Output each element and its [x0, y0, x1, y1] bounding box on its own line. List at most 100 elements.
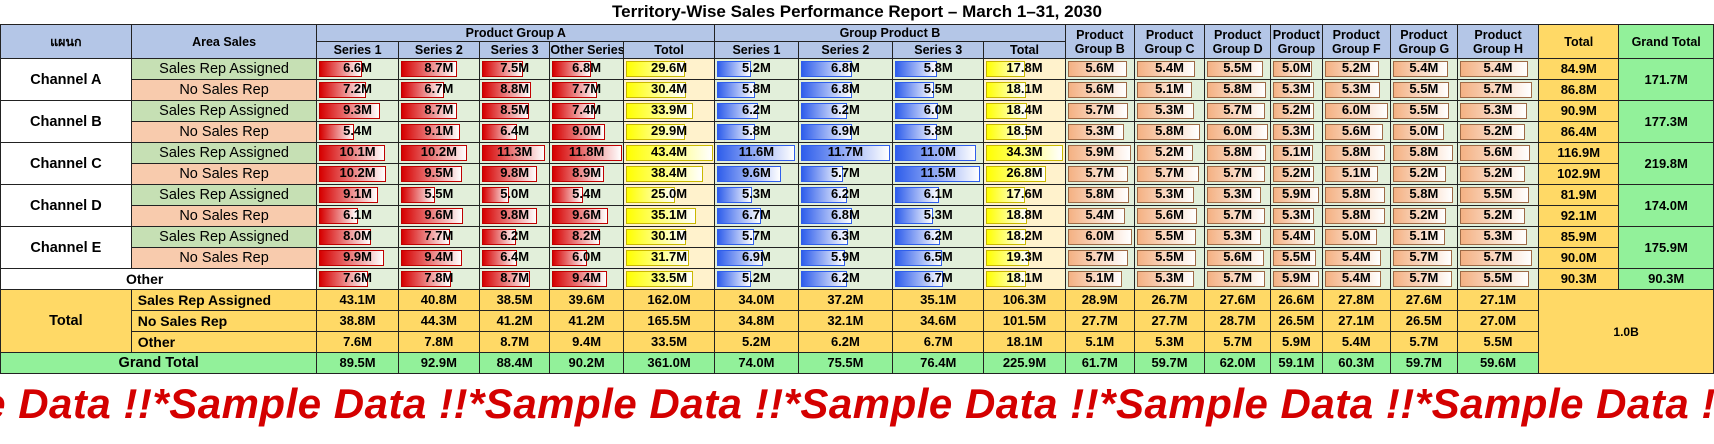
group-a-value: 6.0M — [549, 247, 624, 269]
grand-total-value: 89.5M — [316, 352, 399, 374]
product-group-value-cell: 5.7M — [1206, 270, 1270, 289]
product-group-value-bar — [1273, 208, 1315, 224]
group-b-value-value: 6.2M — [830, 186, 860, 201]
product-group-value: 5.2M — [1321, 58, 1391, 80]
group-b-value: 5.3M — [892, 205, 985, 227]
group-a-total-bar — [625, 103, 694, 119]
header-group-product-b: Group Product B — [714, 24, 1066, 42]
group-b-value-cell: 6.8M — [799, 207, 891, 226]
group-b-value-value: 11.7M — [827, 144, 864, 159]
product-group-value-bar — [1392, 145, 1453, 161]
header-product-group-a: Product Group A — [316, 24, 716, 42]
group-a-value-cell: 8.2M — [551, 228, 623, 247]
group-a-value-value: 7.4M — [572, 102, 602, 117]
group-b-total-value: 26.8M — [1006, 165, 1043, 180]
table-row: Channel B Sales Rep Assigned 9.3M 8.7M 8.5M 7… — [0, 100, 1714, 143]
header-area-sales: Area Sales — [130, 24, 318, 59]
group-b-value-value: 5.2M — [741, 270, 771, 285]
product-group-value-bar — [1324, 103, 1388, 119]
group-b-value-bar — [717, 103, 758, 119]
product-group-value-value: 6.0M — [1085, 228, 1115, 243]
header-department: แผนก — [0, 24, 132, 59]
group-a-value: 5.0M — [478, 184, 551, 206]
product-group-value-bar — [1392, 229, 1446, 245]
product-group-value-bar — [1207, 208, 1265, 224]
product-group-value-bar — [1324, 229, 1377, 245]
product-group-value-bar — [1324, 208, 1386, 224]
product-group-value-cell: 5.0M — [1272, 60, 1322, 79]
total-value: 7.8M — [397, 331, 481, 353]
product-group-value-value: 5.8M — [1155, 123, 1184, 138]
product-group-value-cell: 5.5M — [1391, 102, 1456, 121]
group-a-value: 8.7M — [397, 58, 481, 80]
product-group-value-bar — [1136, 166, 1199, 182]
product-group-value-value: 5.4M — [1341, 249, 1371, 264]
product-group-value-bar — [1459, 208, 1526, 224]
group-b-value-bar — [895, 124, 937, 140]
product-group-value-value: 5.3M — [1223, 228, 1253, 243]
product-group-value-value: 5.3M — [1155, 270, 1184, 285]
product-group-value-cell: 5.6M — [1066, 60, 1133, 79]
product-group-value-cell: 6.0M — [1206, 123, 1270, 142]
total-value: 5.1M — [1064, 331, 1135, 353]
product-group-value-cell: 5.3M — [1458, 102, 1537, 121]
group-a-value-cell: 11.3M — [481, 144, 549, 163]
group-a-total-bar — [625, 229, 686, 245]
group-a-value-value: 6.4M — [500, 249, 530, 264]
product-group-value-bar — [1324, 271, 1382, 287]
group-a-value-bar — [552, 103, 596, 119]
product-group-value: 5.4M — [1321, 247, 1391, 269]
group-a-total-bar — [625, 250, 689, 266]
product-group-value-cell: 5.6M — [1206, 249, 1270, 268]
product-group-value-cell: 5.0M — [1323, 228, 1389, 247]
group-a-value-value: 7.5M — [500, 60, 530, 75]
product-group-value-bar — [1207, 82, 1266, 98]
group-a-total-value: 29.9M — [650, 123, 688, 138]
group-a-value-bar — [552, 145, 622, 161]
product-group-value: 5.5M — [1389, 79, 1458, 101]
product-group-value: 5.3M — [1133, 268, 1206, 290]
group-a-value: 9.4M — [397, 247, 481, 269]
product-group-value-bar — [1459, 250, 1532, 266]
channel-grand-total: 174.0M — [1618, 184, 1714, 227]
group-b-total-bar — [986, 145, 1064, 161]
group-a-value: 7.5M — [478, 58, 551, 80]
group-b-value-value: 6.2M — [741, 102, 771, 117]
total-value: 38.5M — [478, 289, 551, 311]
group-a-value-cell: 8.9M — [551, 165, 623, 184]
product-group-value: 5.8M — [1321, 205, 1391, 227]
group-a-value: 10.2M — [397, 142, 481, 164]
product-group-value: 5.8M — [1389, 184, 1458, 206]
product-group-value: 5.6M — [1064, 58, 1135, 80]
group-b-total-bar — [986, 187, 1025, 203]
group-a-value: 10.1M — [316, 142, 399, 164]
group-b-total: 19.3M — [983, 247, 1066, 269]
product-group-value: 5.9M — [1270, 268, 1323, 290]
group-b-total-bar — [986, 166, 1046, 182]
group-b-total: 18.8M — [983, 205, 1066, 227]
header-b-series-3: Series 3 — [892, 41, 985, 59]
total-value: 34.6M — [892, 310, 985, 332]
product-group-value-value: 5.0M — [1281, 60, 1311, 75]
product-group-value: 5.7M — [1456, 247, 1540, 269]
product-group-value-value: 5.2M — [1409, 165, 1439, 180]
group-b-value-value: 5.2M — [741, 60, 771, 75]
group-a-value: 8.9M — [549, 163, 624, 185]
group-b-value: 5.7M — [714, 226, 799, 248]
product-group-value-bar — [1067, 271, 1122, 287]
product-group-value-value: 5.1M — [1409, 228, 1439, 243]
group-a-value-bar — [552, 166, 605, 182]
group-a-value-bar — [319, 124, 354, 140]
product-group-value-value: 5.7M — [1085, 165, 1115, 180]
product-group-value: 5.2M — [1389, 205, 1458, 227]
group-a-value-value: 6.1M — [343, 207, 372, 222]
total-value: 26.5M — [1389, 310, 1458, 332]
product-group-value-cell: 5.7M — [1206, 165, 1270, 184]
product-group-value-cell: 5.4M — [1135, 60, 1203, 79]
row-total: 92.1M — [1538, 205, 1620, 227]
group-b-value-value: 6.8M — [830, 60, 860, 75]
product-group-value: 5.4M — [1321, 268, 1391, 290]
product-group-value-bar — [1459, 82, 1532, 98]
group-a-total-bar — [625, 145, 713, 161]
group-a-value-bar — [319, 166, 386, 182]
